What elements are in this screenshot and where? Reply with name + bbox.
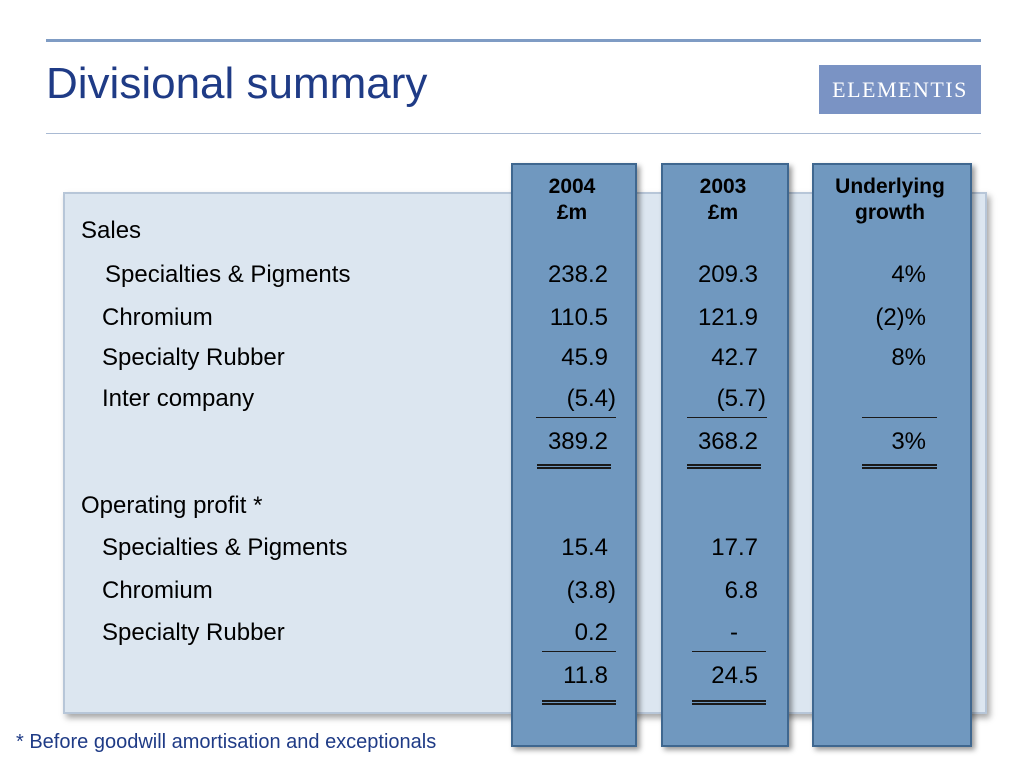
header-2004-year: 2004 [548,175,596,198]
sales-row-2004: 45.9 [561,344,608,371]
profit-row-2004: 0.2 [574,619,608,646]
profit-row-2003: - [730,619,738,646]
sales-row-growth: 8% [891,344,926,371]
sales-row-label: Specialty Rubber [102,344,285,371]
footnote: * Before goodwill amortisation and excep… [16,731,437,753]
profit-2004-subtotal-rule [542,651,616,652]
sales-2004-total-double-rule [537,464,611,469]
sales-2004-subtotal-rule [536,417,616,418]
sales-row-growth: 4% [891,261,926,288]
title-divider [46,133,981,134]
elementis-logo: ELEMENTIS [819,65,981,114]
profit-2004-total-double-rule [542,700,616,705]
sales-row-label: Chromium [102,304,213,331]
column-growth-band [812,163,972,747]
sales-row-2004: 110.5 [549,304,608,331]
sales-heading: Sales [81,217,142,244]
profit-total-2003: 24.5 [711,662,758,689]
profit-row-2003: 6.8 [724,577,758,604]
profit-row-label: Specialties & Pigments [102,534,348,561]
header-2004: 2004 £m [513,174,631,226]
profit-2003-subtotal-rule [692,651,766,652]
sales-total-growth: 3% [891,428,926,455]
header-2004-unit: £m [556,201,588,224]
profit-row-label: Chromium [102,577,213,604]
slide-title: Divisional summary [46,59,428,108]
sales-total-2004: 389.2 [547,428,608,455]
sales-row-2004: 238.2 [547,261,608,288]
sales-row-2004: (5.4) [566,385,616,412]
profit-total-2004: 11.8 [563,662,608,689]
header-growth-line2: growth [855,201,925,224]
header-growth-line1: Underlying [835,175,945,198]
sales-2003-subtotal-rule [687,417,767,418]
sales-growth-subtotal-rule [862,417,937,418]
sales-row-2003: 209.3 [697,261,758,288]
header-2003-unit: £m [707,201,739,224]
sales-row-label: Inter company [102,385,255,412]
sales-row-2003: 121.9 [697,304,758,331]
profit-row-2004: 15.4 [561,534,608,561]
sales-row-2003: 42.7 [711,344,758,371]
sales-total-2003: 368.2 [697,428,758,455]
profit-row-label: Specialty Rubber [102,619,285,646]
sales-2003-total-double-rule [687,464,761,469]
header-growth: Underlying growth [814,174,966,226]
profit-heading: Operating profit * [81,492,263,519]
top-divider [46,39,981,42]
sales-growth-total-double-rule [862,464,937,469]
profit-2003-total-double-rule [692,700,766,705]
profit-row-2003: 17.7 [711,534,758,561]
sales-row-growth: (2)% [875,304,926,331]
column-2003-band [661,163,789,747]
sales-row-label: Specialties & Pigments [105,261,351,288]
column-2004-band [511,163,637,747]
profit-row-2004: (3.8) [566,577,616,604]
sales-row-2003: (5.7) [716,385,766,412]
header-2003-year: 2003 [699,175,747,198]
header-2003: 2003 £m [663,174,783,226]
